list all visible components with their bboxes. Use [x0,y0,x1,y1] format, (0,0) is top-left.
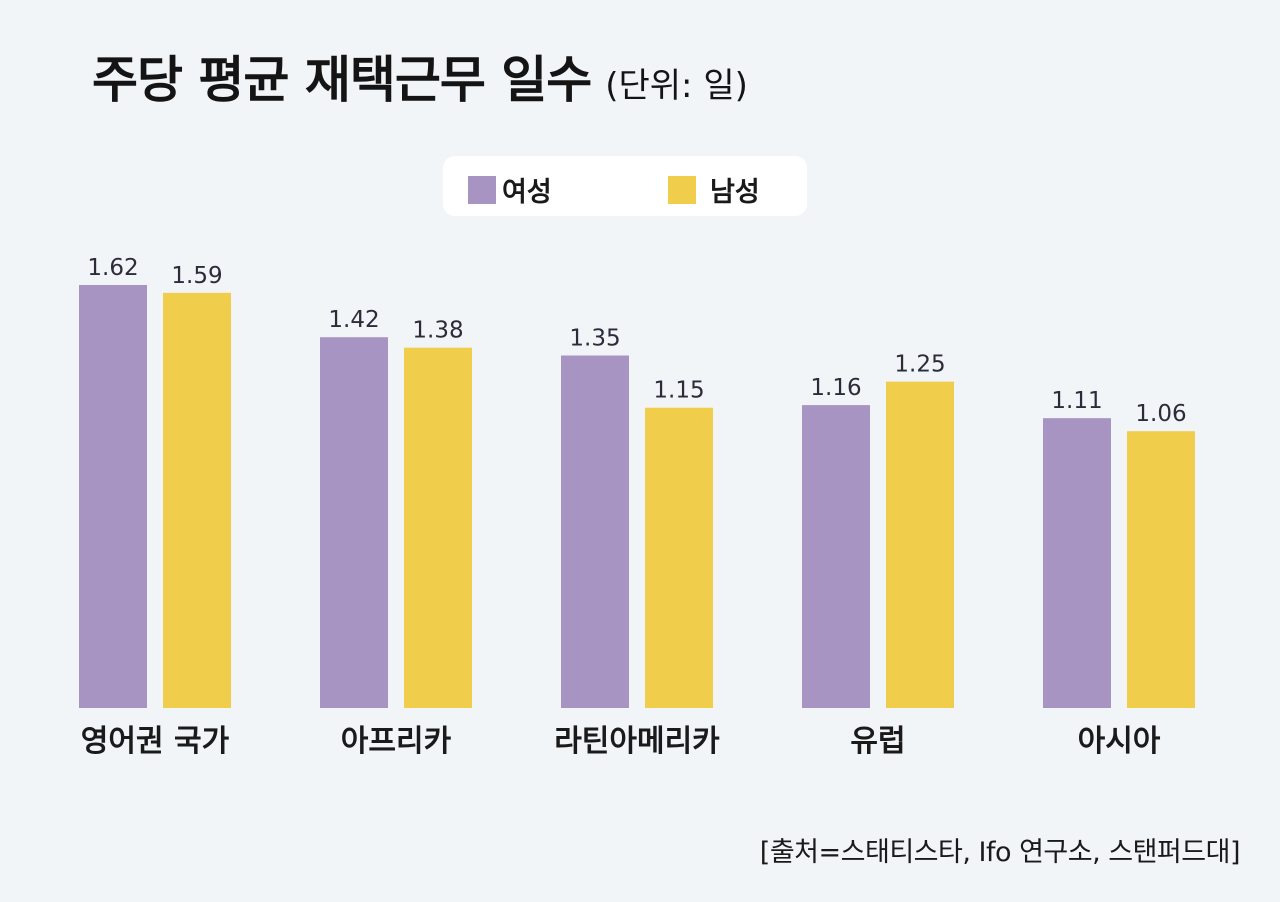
category-label-1: 아프리카 [341,724,452,759]
data-label-women-0: 1.62 [87,255,138,281]
unit-label: (단위: 일) [605,66,748,106]
data-label-men-3: 1.25 [894,352,945,378]
category-label-3: 유럽 [850,724,905,759]
bar-men-0 [163,292,231,708]
data-label-men-2: 1.15 [653,378,704,404]
legend-swatch-women [468,175,496,204]
data-label-women-2: 1.35 [569,326,620,352]
source-note: [출처=스태티스타, Ifo 연구소, 스탠퍼드대] [759,837,1241,868]
data-label-women-3: 1.16 [810,375,861,401]
chart-title: 주당 평균 재택근무 일수 [92,51,592,109]
legend-label-men: 남성 [710,177,760,208]
bar-men-4 [1127,431,1195,708]
bar-women-1 [320,337,388,708]
data-label-men-1: 1.38 [412,318,463,344]
bar-men-2 [645,407,713,708]
legend-item-men: 남성 [668,170,760,209]
data-label-men-4: 1.06 [1135,401,1186,427]
bar-women-3 [802,405,870,708]
legend-label-women: 여성 [502,177,552,208]
bar-women-2 [561,355,629,708]
bar-women-0 [79,285,147,708]
bar-men-1 [404,347,472,708]
legend-swatch-men [668,175,696,204]
category-label-0: 영어권 국가 [81,724,230,759]
legend: 여성 남성 [443,156,807,216]
category-label-2: 라틴아메리카 [554,724,720,759]
category-label-4: 아시아 [1078,724,1161,759]
bar-men-3 [886,381,954,708]
data-label-women-1: 1.42 [328,307,379,333]
chart-title-block: 주당 평균 재택근무 일수 (단위: 일) [92,40,748,112]
data-label-men-0: 1.59 [171,263,222,289]
legend-item-women: 여성 [468,170,552,209]
bar-women-4 [1043,418,1111,708]
data-label-women-4: 1.11 [1051,388,1102,414]
